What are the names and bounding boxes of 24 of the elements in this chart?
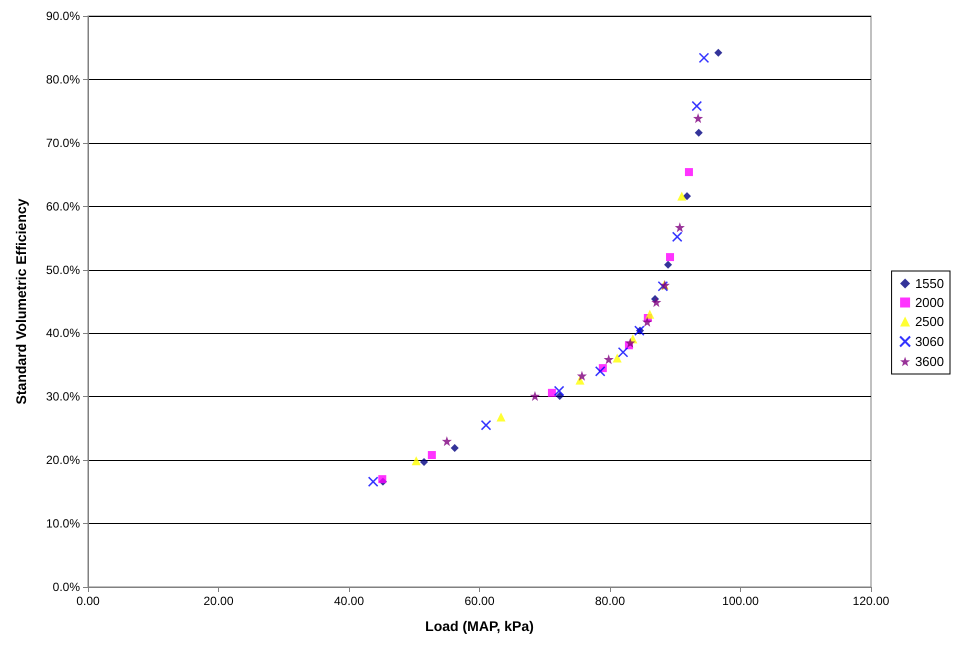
x-tick-label: 20.00	[203, 594, 234, 608]
y-tick-label: 40.0%	[46, 326, 80, 340]
legend-label: 3060	[915, 334, 944, 349]
x-tick-label: 0.00	[76, 594, 100, 608]
x-tick-label: 80.00	[594, 594, 626, 608]
y-tick-label: 60.0%	[46, 199, 80, 214]
x-axis-title: Load (MAP, kPa)	[425, 618, 534, 634]
y-tick-label: 80.0%	[46, 72, 80, 86]
y-axis-title: Standard Volumetric Efficiency	[13, 198, 29, 404]
legend-label: 3600	[915, 354, 944, 369]
legend-label: 1550	[915, 276, 944, 291]
legend-label: 2000	[915, 295, 944, 310]
y-tick-label: 70.0%	[46, 136, 80, 150]
x-tick-label: 100.00	[722, 594, 760, 608]
y-tick-label: 0.0%	[52, 580, 80, 594]
y-tick-label: 10.0%	[46, 516, 80, 531]
y-tick-label: 30.0%	[46, 390, 80, 404]
x-tick-label: 40.00	[334, 594, 364, 608]
y-tick-label: 90.0%	[46, 9, 80, 23]
x-tick-label: 120.00	[852, 594, 890, 608]
y-tick-label: 50.0%	[46, 262, 80, 277]
y-tick-label: 20.0%	[46, 453, 80, 468]
legend-label: 2500	[915, 314, 944, 329]
x-tick-label: 60.00	[464, 594, 495, 608]
